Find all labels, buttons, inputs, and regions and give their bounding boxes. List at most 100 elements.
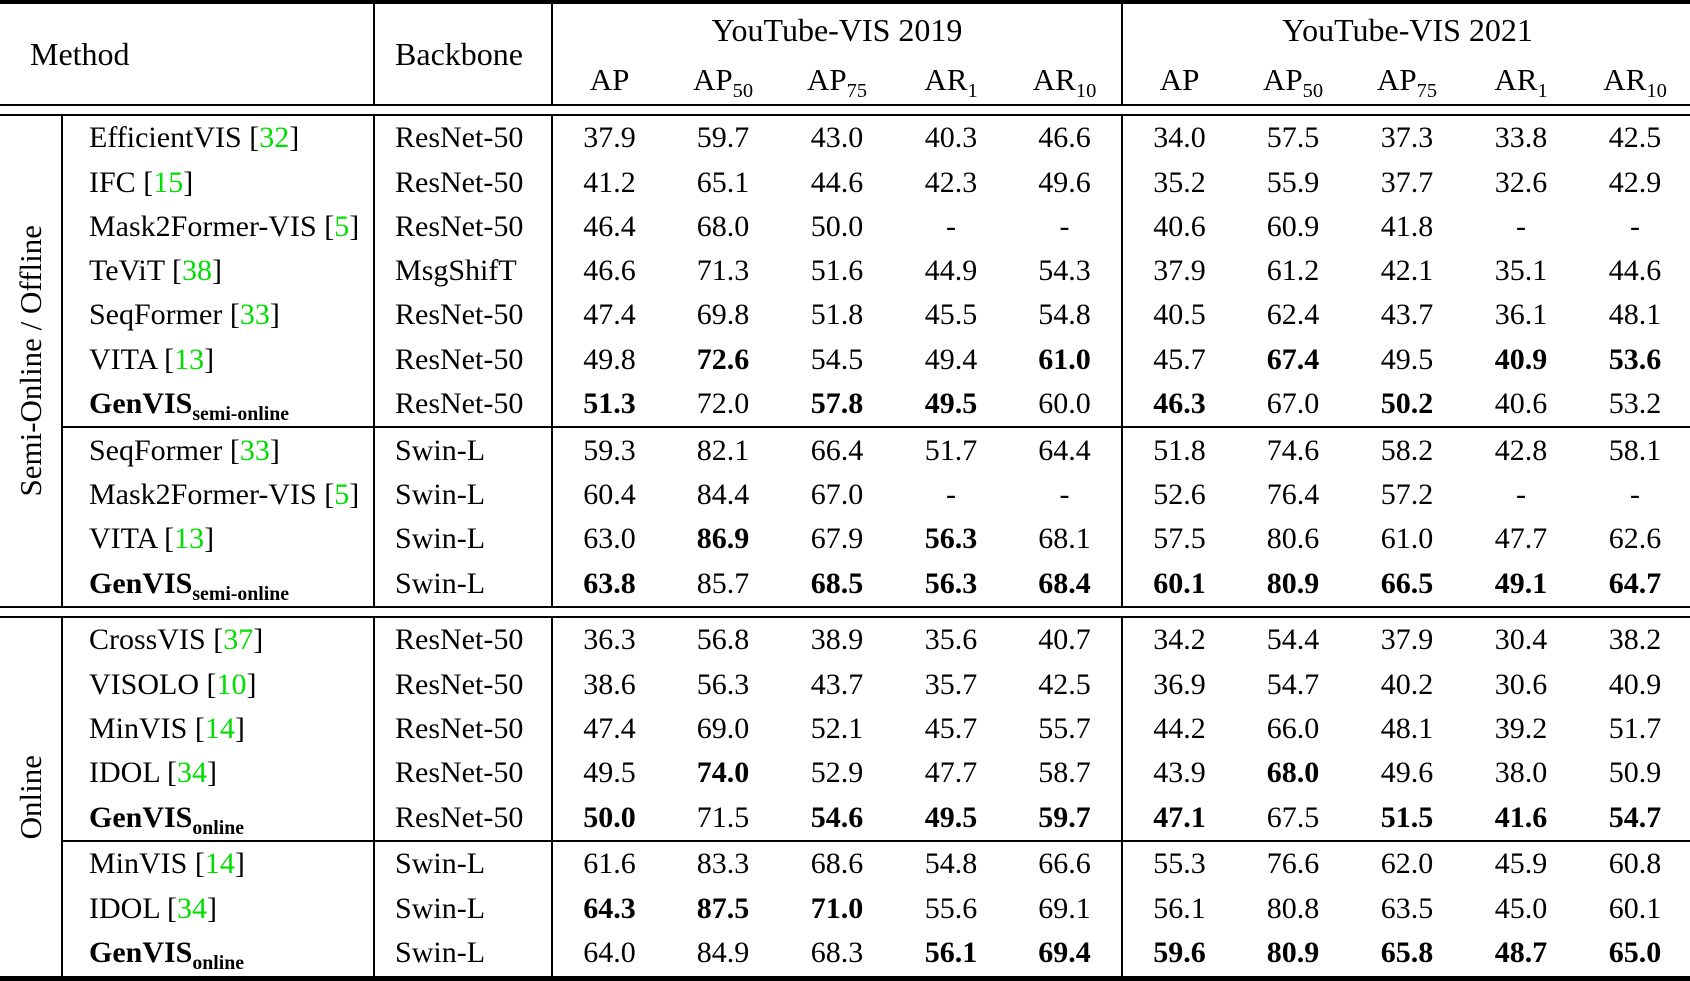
metric-value: 60.1 (1608, 891, 1662, 925)
metric-value: 86.9 (696, 522, 750, 556)
metric-value: 66.6 (1008, 840, 1123, 887)
metric-value: 50.9 (1608, 756, 1662, 790)
metric-value: - (1630, 209, 1641, 243)
metric-value: 59.6 (1121, 930, 1237, 979)
metric-value: 39.2 (1494, 712, 1548, 746)
metric-value: 60.1 (1121, 561, 1237, 608)
metric-value: 36.9 (1121, 662, 1237, 707)
method-variant-subscript: online (192, 952, 245, 975)
method-name: SeqFormer (89, 298, 223, 332)
metric-value: 62.4 (1266, 298, 1320, 332)
metric-value: 40.9 (1608, 667, 1662, 701)
metric-value: 38.2 (1608, 623, 1662, 657)
table-row: IDOL [34] ResNet-50 49.5 74.0 52.9 47.7 58.7 43… (0, 751, 1690, 796)
backbone-cell: Swin-L (373, 840, 553, 887)
metric-value: 49.6 (1038, 165, 1091, 199)
method-cell: GenVISsemi-online (60, 381, 375, 428)
method-variant-subscript: semi-online (192, 582, 290, 605)
metric-value: 51.5 (1380, 800, 1434, 834)
backbone-cell: Swin-L (373, 473, 553, 518)
backbone-cell: ResNet-50 (373, 204, 553, 250)
metric-value: 40.9 (1494, 342, 1548, 376)
metric-value: 60.8 (1578, 840, 1690, 887)
method-name: MinVIS (89, 712, 188, 746)
method-variant-subscript: semi-online (192, 403, 290, 426)
metric-value: 76.4 (1266, 478, 1320, 512)
backbone-cell: MsgShifT (373, 249, 553, 294)
metric-value: 50.0 (551, 795, 667, 842)
metric-value: 80.6 (1266, 522, 1320, 556)
metric-header: AP75 (780, 56, 894, 105)
backbone-cell: Swin-L (373, 930, 553, 979)
backbone-cell: Swin-L (373, 886, 553, 931)
method-cell: SeqFormer [33] (60, 293, 375, 338)
metric-value: 58.2 (1350, 426, 1465, 474)
metric-value: 35.6 (924, 623, 978, 657)
table-row: Mask2Former-VIS [5] ResNet-50 46.4 68.0 50.0… (0, 204, 1690, 250)
method-name: VITA (89, 342, 157, 376)
method-cell: VITA [13] (60, 517, 375, 562)
metric-value: 67.5 (1266, 800, 1320, 834)
citation: [33] (222, 433, 280, 467)
metric-header: AR1 (894, 56, 1008, 105)
section-label-text: Semi-Online / Offline (12, 225, 48, 497)
metric-header: AR1 (1464, 56, 1578, 105)
metric-value: 49.5 (924, 800, 978, 834)
table-row: IDOL [34] Swin-L 64.3 87.5 71.0 55.6 69.1 56.1 8… (0, 886, 1690, 931)
metric-value: 63.8 (551, 561, 667, 608)
metric-value: 47.7 (1494, 522, 1548, 556)
method-cell: MinVIS [14] (60, 840, 375, 887)
metric-value: 37.7 (1380, 165, 1434, 199)
metric-value: 74.0 (696, 756, 750, 790)
metric-value: 47.1 (1121, 795, 1237, 842)
method-cell: Mask2Former-VIS [5] (60, 473, 375, 518)
method-cell: CrossVIS [37] (60, 617, 375, 663)
metric-value: 71.0 (810, 891, 864, 925)
metric-header: AP50 (666, 56, 780, 105)
metric-value: 51.7 (894, 426, 1009, 474)
metric-header: AP50 (1236, 56, 1350, 105)
metric-value: 34.0 (1121, 115, 1237, 161)
metric-value: 60.4 (551, 473, 667, 518)
metric-value: 68.1 (1038, 522, 1091, 556)
metric-value: 46.6 (1038, 121, 1091, 155)
metric-value: 37.9 (1121, 249, 1237, 294)
citation: [34] (159, 891, 218, 925)
metric-value: 54.6 (810, 800, 864, 834)
metric-subscript: 50 (732, 80, 754, 103)
metric-value: 51.7 (1608, 712, 1662, 746)
method-name: TeViT (89, 254, 165, 288)
metric-value: 67.0 (810, 478, 864, 512)
metric-value: 44.6 (1608, 254, 1662, 288)
metric-value: 40.2 (1380, 667, 1434, 701)
metric-value: 50.0 (810, 209, 864, 243)
metric-value: 43.9 (1121, 751, 1237, 796)
metric-value: 71.5 (696, 800, 750, 834)
table-row: VITA [13] ResNet-50 49.8 72.6 54.5 49.4 61.0 45… (0, 337, 1690, 382)
method-name: CrossVIS (89, 623, 206, 657)
metric-subscript: 75 (1416, 80, 1438, 103)
metric-header: AR10 (1578, 56, 1690, 105)
metric-value: 66.0 (1266, 712, 1320, 746)
method-cell: IDOL [34] (60, 751, 375, 796)
metric-value: 51.3 (551, 381, 667, 428)
table-row: GenVISonline Swin-L 64.0 84.9 68.3 56.1 69.4 59… (0, 930, 1690, 979)
table-row: GenVISsemi-online Swin-L 63.8 85.7 68.5 56.3 6… (0, 561, 1690, 608)
section-separator-line (0, 606, 1690, 619)
method-name: Mask2Former-VIS (89, 209, 317, 243)
method-variant-subscript: online (192, 816, 245, 839)
metric-value: 45.0 (1494, 891, 1548, 925)
metric-value: 68.3 (810, 936, 864, 970)
citation-ref: 32 (259, 121, 290, 155)
table-row: GenVISonline ResNet-50 50.0 71.5 54.6 49.5 59.… (0, 795, 1690, 842)
method-name: GenVIS (89, 800, 193, 834)
metric-value: 83.3 (666, 840, 781, 887)
metric-value: 67.0 (1266, 387, 1320, 421)
method-name: VISOLO (89, 667, 199, 701)
metric-value: 68.0 (696, 209, 750, 243)
metric-value: 35.7 (924, 667, 978, 701)
header-separator-line (0, 104, 1690, 116)
citation: [5] (316, 209, 360, 243)
backbone-cell: ResNet-50 (373, 160, 553, 205)
metric-value: 57.8 (810, 387, 864, 421)
